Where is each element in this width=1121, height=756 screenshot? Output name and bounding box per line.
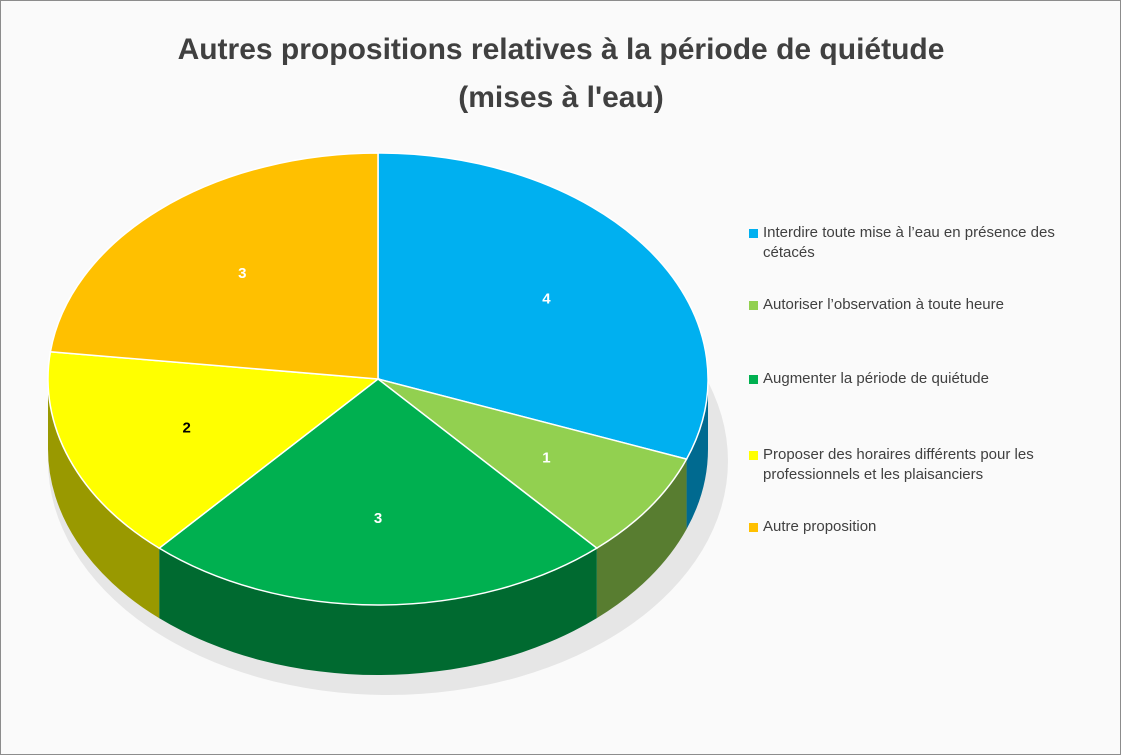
slice	[377, 378, 688, 550]
legend-item: Autoriser l’observation à toute heure	[749, 295, 1094, 315]
slice	[49, 152, 379, 380]
legend-label: Augmenter la période de quiétude	[763, 370, 989, 387]
legend-label: Interdire toute mise à l’eau en présence…	[763, 224, 1055, 261]
data-label: 2	[183, 420, 191, 437]
slice	[377, 152, 709, 461]
data-label: 3	[374, 510, 382, 527]
slice	[47, 350, 380, 550]
data-label: 1	[542, 450, 550, 467]
slice	[157, 378, 599, 606]
legend-key	[749, 229, 758, 238]
legend-key	[749, 375, 758, 384]
legend-label: Proposer des horaires différents pour le…	[763, 446, 1034, 483]
data-label: 4	[542, 290, 551, 307]
legend-item: Augmenter la période de quiétude	[749, 369, 1094, 389]
legend-label: Autoriser l’observation à toute heure	[763, 296, 1004, 313]
legend-key	[749, 301, 758, 310]
slice-side	[686, 379, 708, 530]
legend-key	[749, 523, 758, 532]
slice-side	[48, 379, 160, 619]
legend-key	[749, 451, 758, 460]
data-label: 3	[238, 265, 246, 282]
legend-item: Autre proposition	[749, 517, 1094, 537]
legend-item: Interdire toute mise à l’eau en présence…	[749, 223, 1094, 263]
chart-title: Autres propositions relatives à la pério…	[178, 33, 945, 66]
legend-label: Autre proposition	[763, 518, 877, 535]
slice-side	[159, 548, 597, 675]
slice-side	[596, 459, 687, 619]
legend-item: Proposer des horaires différents pour le…	[749, 445, 1094, 485]
chart-title: (mises à l'eau)	[458, 81, 664, 114]
